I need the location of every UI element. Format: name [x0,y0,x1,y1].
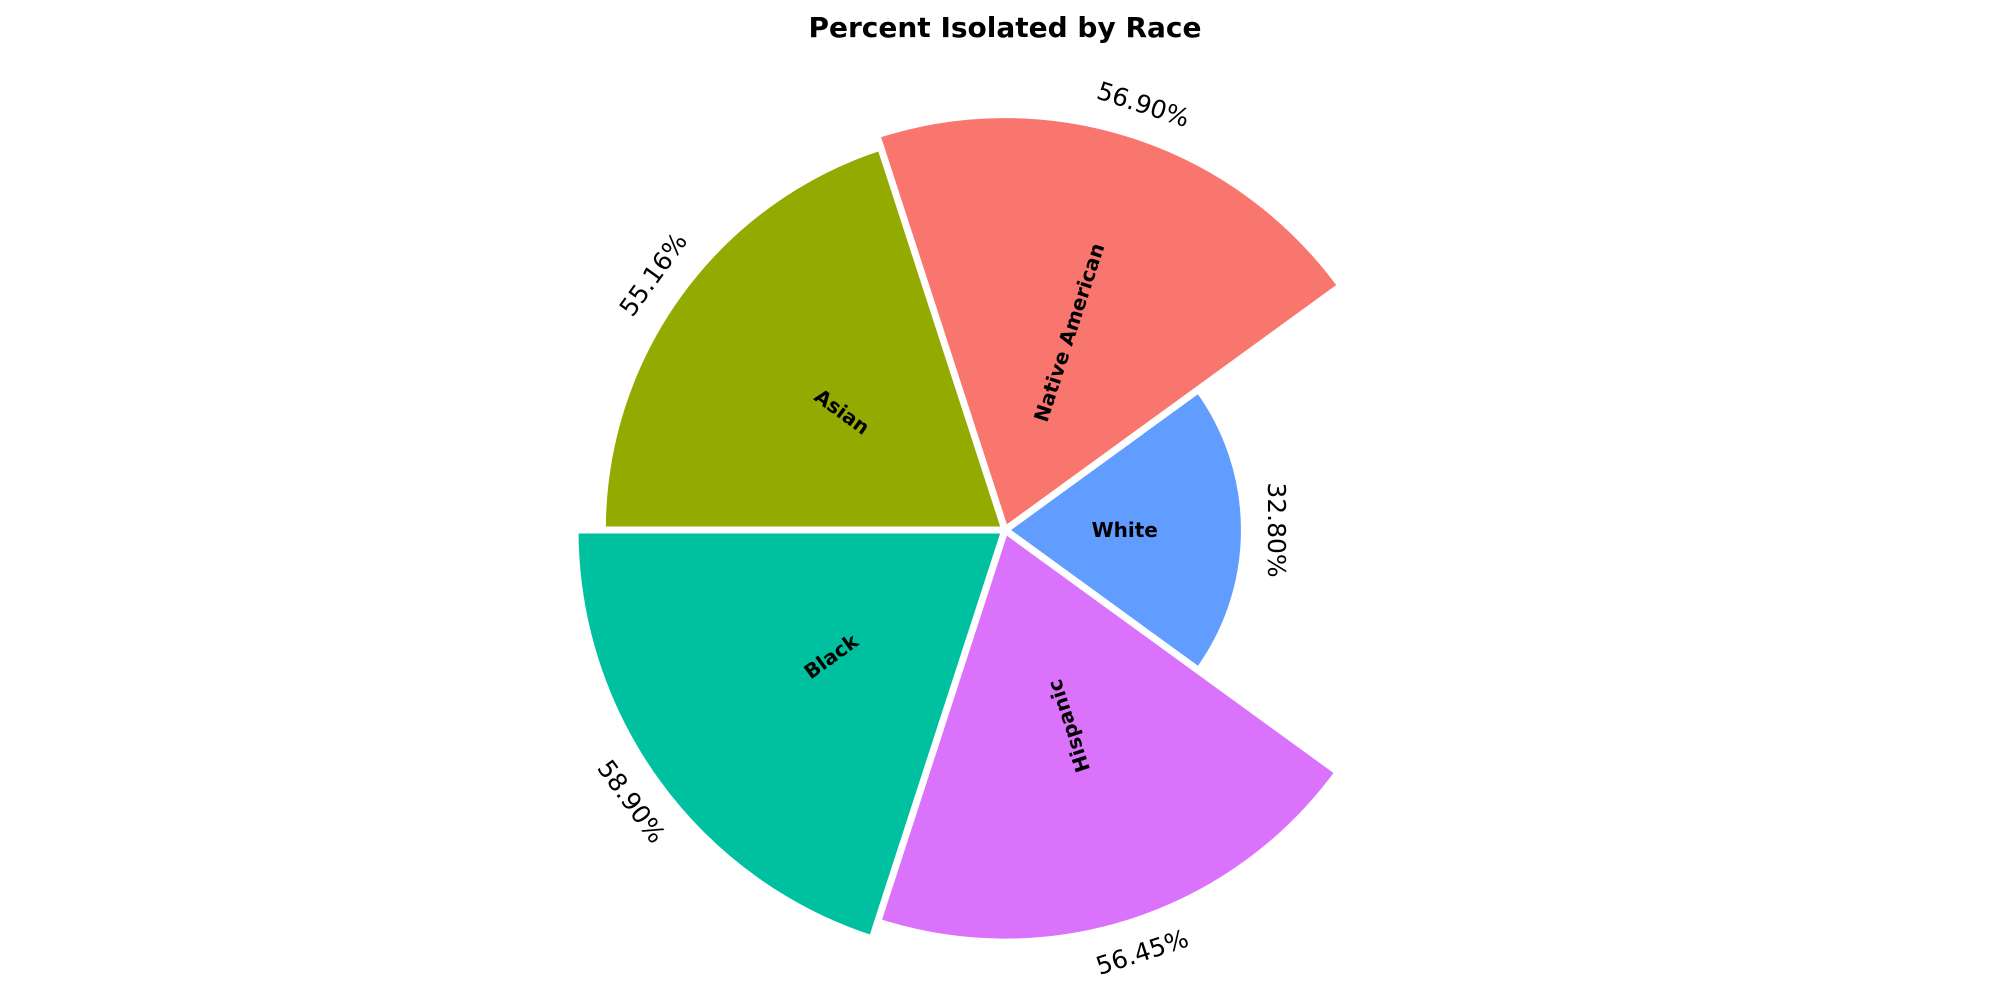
category-label-white: White [1092,518,1158,542]
bar-white [999,384,1248,676]
bar-black [571,526,1010,944]
bar-hispanic [873,524,1344,946]
bars-layer [571,111,1346,946]
bar-native-american [872,111,1346,536]
bar-asian [598,142,1010,534]
value-label-white: 32.80% [1262,482,1291,577]
chart-title: Percent Isolated by Race [808,11,1201,44]
